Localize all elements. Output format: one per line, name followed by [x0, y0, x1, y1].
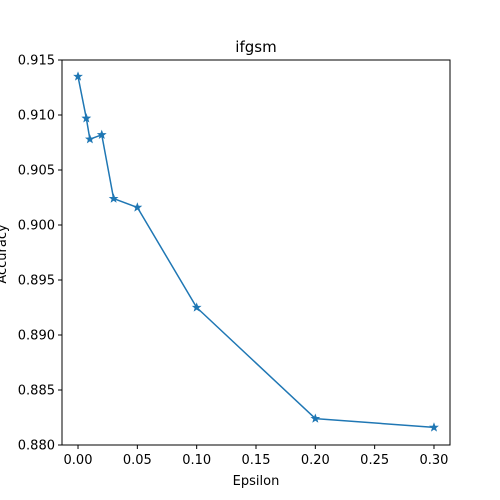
y-tick-label: 0.880	[18, 439, 55, 454]
y-tick-label: 0.885	[18, 384, 55, 399]
y-tick-label: 0.915	[18, 54, 55, 69]
x-tick-label: 0.10	[182, 453, 211, 468]
data-point	[73, 71, 83, 81]
data-point	[108, 193, 119, 203]
x-tick-label: 0.25	[360, 453, 389, 468]
data-point	[84, 134, 95, 144]
data-point	[81, 113, 92, 123]
y-tick-label: 0.910	[18, 109, 55, 124]
chart-title: ifgsm	[235, 38, 276, 56]
data-point	[132, 202, 143, 212]
data-point	[191, 302, 202, 312]
y-axis-ticks: 0.880 0.885 0.890 0.895 0.900 0.905 0.910 0.915	[18, 54, 62, 454]
y-tick-label: 0.905	[18, 164, 55, 179]
x-tick-label: 0.15	[242, 453, 271, 468]
data-point	[96, 129, 107, 139]
series-layer	[73, 71, 439, 432]
plot-area	[61, 59, 451, 446]
y-tick-label: 0.900	[18, 219, 55, 234]
x-axis-label: Epsilon	[233, 474, 280, 489]
series-line	[77, 76, 435, 429]
y-tick-label: 0.890	[18, 329, 55, 344]
data-point	[429, 422, 439, 432]
x-tick-label: 0.00	[64, 453, 93, 468]
x-tick-label: 0.30	[420, 453, 449, 468]
y-tick-label: 0.895	[18, 274, 55, 289]
data-point	[310, 413, 321, 423]
x-axis-ticks: 0.00 0.05 0.10 0.15 0.20 0.25 0.30	[64, 445, 449, 468]
y-axis-label: Accuracy	[0, 224, 10, 284]
x-tick-label: 0.05	[123, 453, 152, 468]
plot-frame	[61, 59, 451, 446]
x-tick-label: 0.20	[301, 453, 330, 468]
